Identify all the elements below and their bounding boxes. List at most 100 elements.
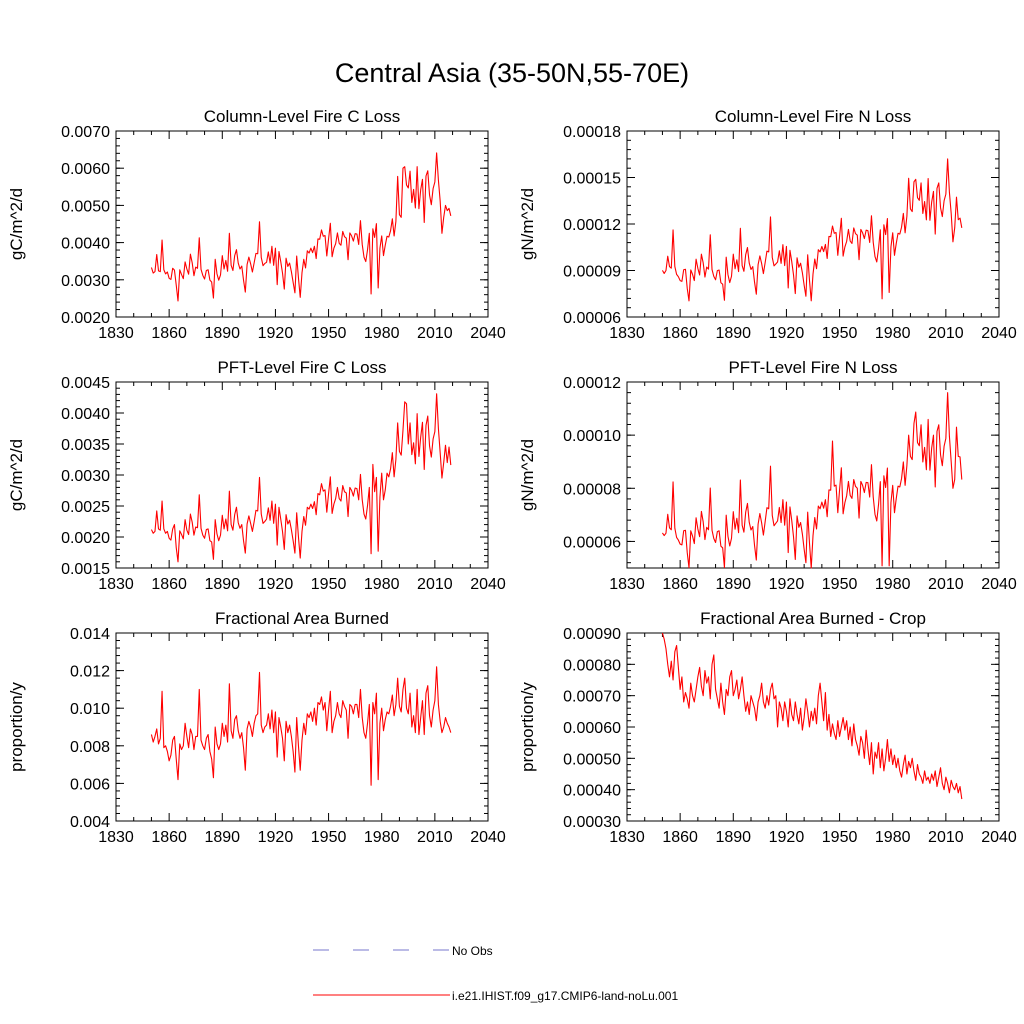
y-tick-label: 0.012 [70,664,110,681]
y-tick-label: 0.0045 [61,375,110,392]
y-tick-label: 0.00015 [563,171,621,188]
panel-title: PFT-Level Fire N Loss [728,358,897,377]
y-tick-label: 0.0015 [61,561,110,578]
y-tick-label: 0.00040 [563,783,621,800]
x-tick-label: 1980 [875,829,911,846]
plot-frame [115,130,489,318]
x-tick-label: 1950 [822,829,858,846]
y-tick-label: 0.006 [70,776,110,793]
y-tick-label: 0.00060 [563,720,621,737]
x-tick-label: 2040 [470,325,506,342]
panel-title: Fractional Area Burned - Crop [700,609,926,628]
y-tick-label: 0.00008 [563,481,621,498]
series-line [661,158,963,302]
y-tick-label: 0.0040 [61,406,110,423]
x-tick-label: 2040 [981,829,1017,846]
x-tick-label: 1920 [769,576,805,593]
x-tick-label: 1920 [258,576,294,593]
y-tick-label: 0.00009 [563,264,621,281]
plot-frame [626,632,1000,822]
series-line [150,393,452,563]
y-tick-label: 0.00050 [563,751,621,768]
y-tick-label: 0.008 [70,739,110,756]
panel-col-n: Column-Level Fire N Loss gN/m^2/d 1830 1860… [518,107,1017,342]
y-tick-label: 0.00030 [563,814,621,831]
y-tick-label: 0.00010 [563,428,621,445]
x-tick-label: 1830 [98,576,134,593]
x-tick-label: 1860 [662,576,698,593]
x-tick-label: 1890 [715,829,751,846]
x-tick-label: 2010 [417,829,453,846]
panel-col-c: Column-Level Fire C Loss gC/m^2/d 1830 1860… [7,107,506,342]
plot-frame [626,130,1000,318]
x-tick-label: 1890 [204,325,240,342]
panel-title: Column-Level Fire C Loss [204,107,401,126]
x-tick-label: 2040 [981,325,1017,342]
y-tick-label: 0.00006 [563,310,621,327]
x-tick-label: 1890 [204,829,240,846]
y-tick-label: 0.0060 [61,161,110,178]
y-axis-label: proportion/y [7,682,26,772]
plot-frame [626,381,1000,569]
legend: No Obs i.e21.IHIST.f09_g17.CMIP6-land-noL… [313,944,678,1003]
y-tick-label: 0.0020 [61,310,110,327]
x-tick-label: 2010 [417,576,453,593]
y-axis-label: gN/m^2/d [518,188,537,260]
series-line [150,666,452,786]
x-tick-label: 1860 [151,576,187,593]
panel-fab: Fractional Area Burned proportion/y 1830 18… [7,609,506,846]
x-tick-label: 2010 [928,325,964,342]
series-line [661,392,963,569]
x-tick-label: 1860 [151,829,187,846]
panel-pft-c: PFT-Level Fire C Loss gC/m^2/d 1830 1860 189… [7,358,506,593]
x-tick-label: 1950 [311,325,347,342]
plot-frame [115,632,489,822]
y-tick-label: 0.00012 [563,217,621,234]
legend-label-obs: No Obs [452,944,493,958]
x-tick-label: 1830 [609,325,645,342]
y-axis-label: gC/m^2/d [7,188,26,260]
page-title: Central Asia (35-50N,55-70E) [334,58,690,88]
y-tick-label: 0.00070 [563,689,621,706]
y-tick-label: 0.0025 [61,499,110,516]
x-tick-label: 1980 [875,325,911,342]
x-tick-label: 1920 [769,325,805,342]
y-tick-label: 0.0070 [61,124,110,141]
x-tick-label: 1950 [822,576,858,593]
y-tick-label: 0.014 [70,626,110,643]
x-tick-label: 1980 [875,576,911,593]
panel-pft-n: PFT-Level Fire N Loss gN/m^2/d 1830 1860 189… [518,358,1017,593]
y-tick-label: 0.010 [70,701,110,718]
x-tick-label: 1830 [609,576,645,593]
y-tick-label: 0.00018 [563,124,621,141]
y-axis-label: gC/m^2/d [7,439,26,511]
x-tick-label: 2040 [470,829,506,846]
y-tick-label: 0.00006 [563,534,621,551]
x-tick-label: 1860 [662,829,698,846]
y-tick-label: 0.00080 [563,657,621,674]
x-tick-label: 1980 [364,325,400,342]
legend-label-model: i.e21.IHIST.f09_g17.CMIP6-land-noLu.001 [452,989,678,1003]
x-tick-label: 1980 [364,829,400,846]
y-tick-label: 0.0050 [61,198,110,215]
x-tick-label: 1830 [98,829,134,846]
x-tick-label: 2010 [417,325,453,342]
x-tick-label: 1920 [258,325,294,342]
y-tick-label: 0.0020 [61,530,110,547]
x-tick-label: 1920 [769,829,805,846]
y-tick-label: 0.0035 [61,437,110,454]
y-tick-label: 0.0030 [61,273,110,290]
y-axis-label: gN/m^2/d [518,439,537,511]
x-tick-label: 1980 [364,576,400,593]
x-tick-label: 1830 [98,325,134,342]
series-line [150,152,452,302]
x-tick-label: 2040 [981,576,1017,593]
x-tick-label: 1890 [715,576,751,593]
y-tick-label: 0.00090 [563,626,621,643]
series-line [661,632,963,800]
x-tick-label: 2010 [928,829,964,846]
y-axis-label: proportion/y [518,682,537,772]
x-tick-label: 1830 [609,829,645,846]
y-tick-label: 0.004 [70,814,110,831]
